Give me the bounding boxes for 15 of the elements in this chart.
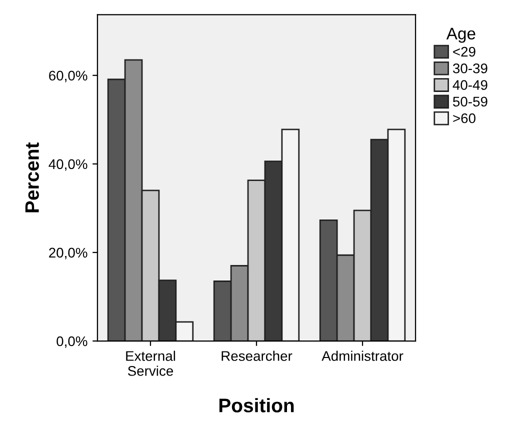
y-tick-label: 40,0% <box>48 159 88 171</box>
legend-title: Age <box>446 28 476 43</box>
legend-label: <29 <box>453 46 476 57</box>
y-tick-label: 20,0% <box>49 248 88 260</box>
legend-label: 40-49 <box>452 80 488 90</box>
x-tick-label: External Service <box>126 350 176 376</box>
y-tick-label: 0,0% <box>56 336 88 348</box>
legend-label: 50-59 <box>453 96 488 107</box>
y-axis-title: Percent <box>25 142 39 212</box>
legend-label: >60 <box>453 113 476 124</box>
x-tick-label: Researcher <box>222 350 292 361</box>
x-tick-label: Administrator <box>322 350 404 361</box>
x-axis-title: Position <box>219 398 294 412</box>
y-tick-label: 60,0% <box>49 70 88 82</box>
legend-label: 30-39 <box>452 63 488 74</box>
